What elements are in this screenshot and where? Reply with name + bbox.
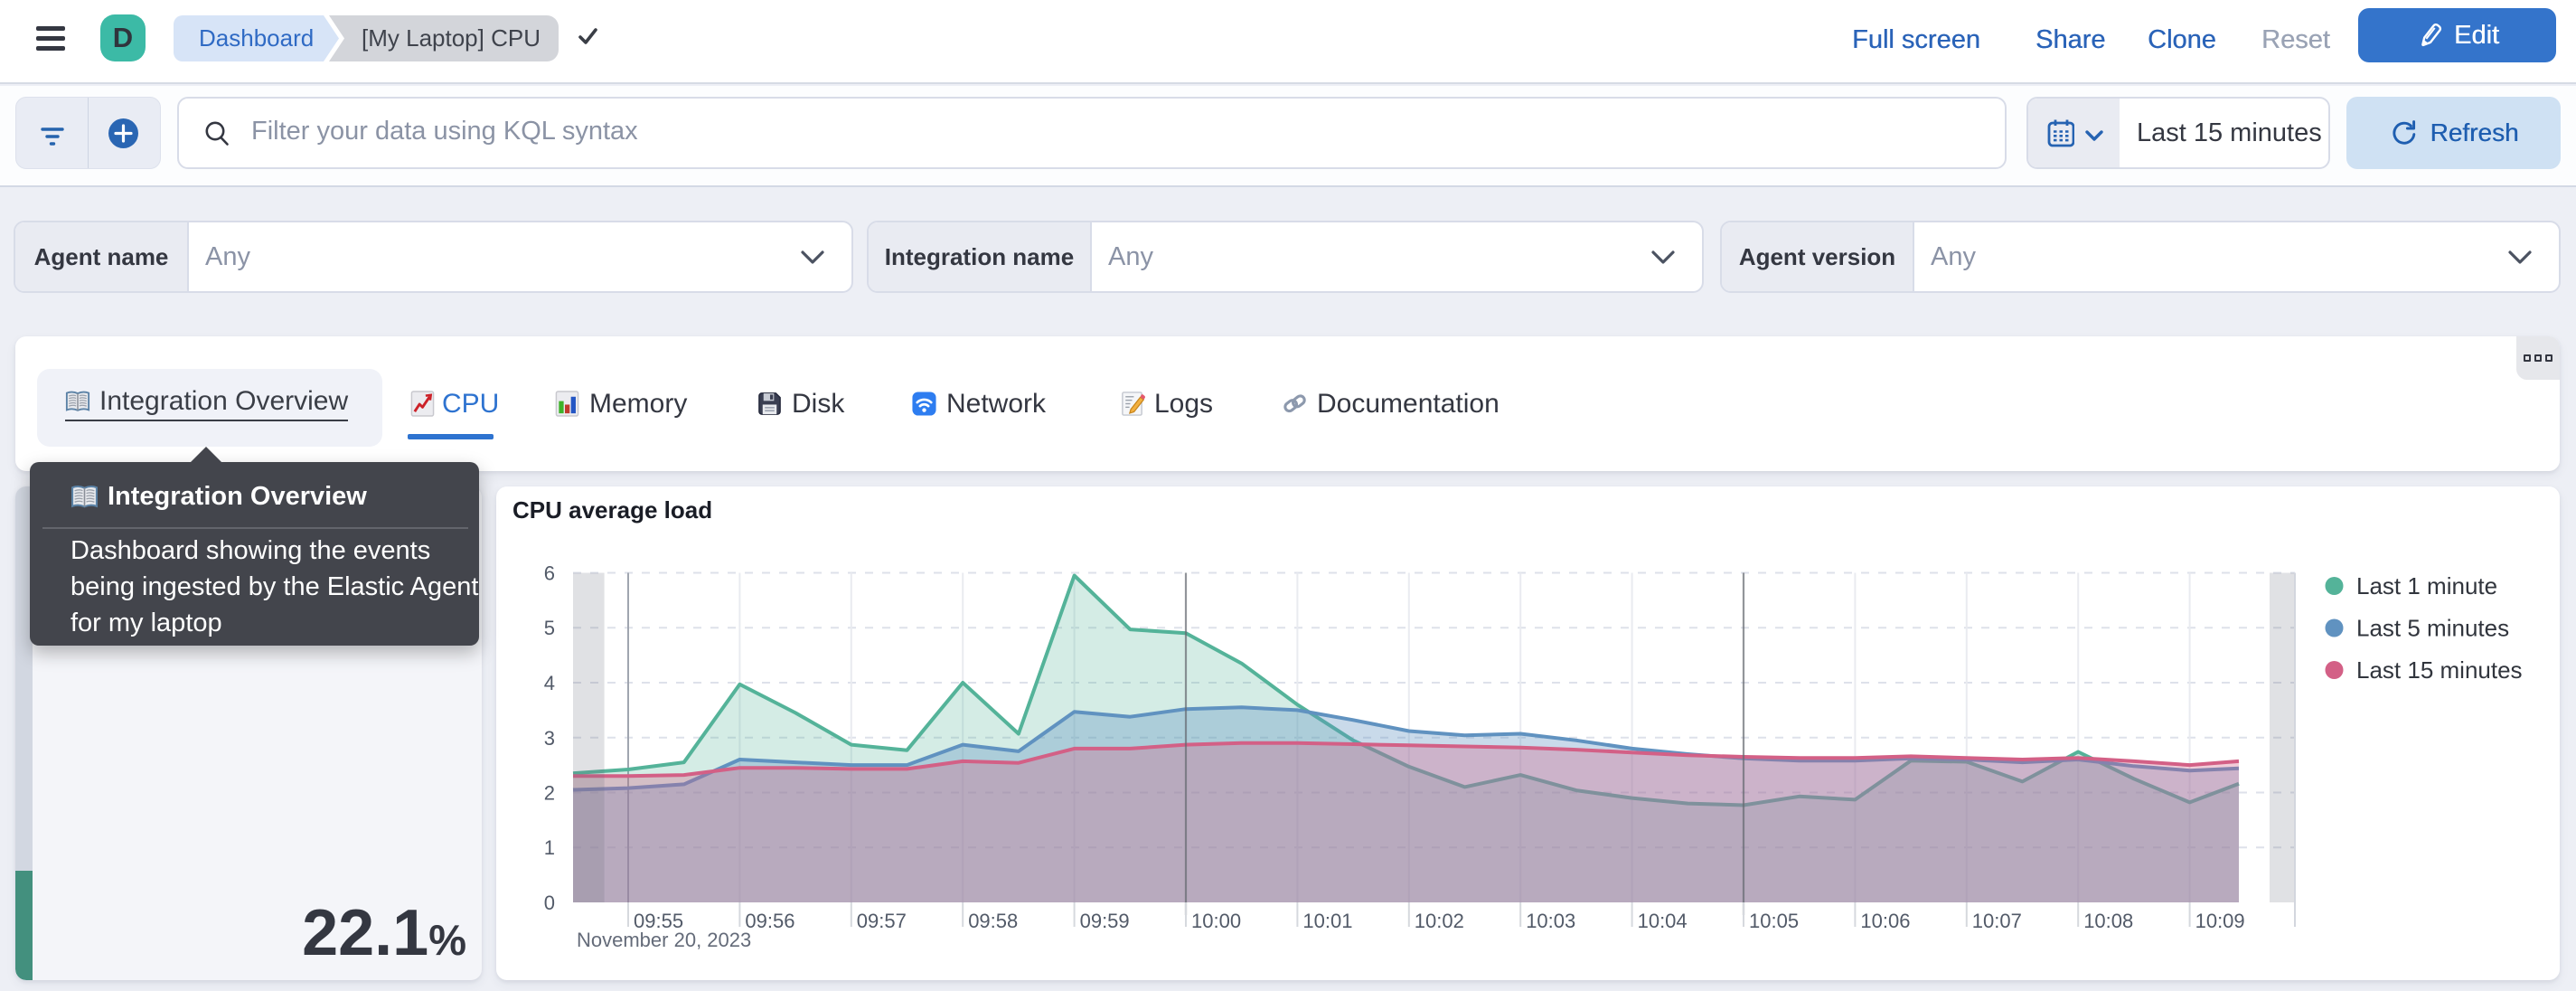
svg-text:09:56: 09:56 [745, 910, 794, 932]
svg-text:Last 1 minute: Last 1 minute [2356, 572, 2497, 599]
svg-text:10:08: 10:08 [2083, 910, 2133, 932]
svg-text:09:55: 09:55 [634, 910, 683, 932]
svg-text:10:07: 10:07 [1972, 910, 2022, 932]
svg-text:0: 0 [544, 892, 555, 914]
svg-text:1: 1 [544, 836, 555, 859]
svg-text:09:58: 09:58 [968, 910, 1018, 932]
svg-text:10:05: 10:05 [1749, 910, 1799, 932]
svg-text:4: 4 [544, 672, 555, 694]
svg-text:Last 15 minutes: Last 15 minutes [2356, 656, 2523, 684]
svg-text:2: 2 [544, 782, 555, 805]
svg-text:5: 5 [544, 617, 555, 639]
svg-text:Last 5 minutes: Last 5 minutes [2356, 615, 2509, 642]
svg-text:10:01: 10:01 [1302, 910, 1352, 932]
svg-text:10:04: 10:04 [1638, 910, 1688, 932]
svg-text:10:00: 10:00 [1191, 910, 1241, 932]
svg-text:10:09: 10:09 [2195, 910, 2245, 932]
svg-text:09:57: 09:57 [857, 910, 907, 932]
svg-text:November 20, 2023: November 20, 2023 [577, 929, 751, 951]
svg-text:10:02: 10:02 [1415, 910, 1464, 932]
svg-text:09:59: 09:59 [1080, 910, 1130, 932]
svg-text:6: 6 [544, 562, 555, 585]
svg-text:10:03: 10:03 [1526, 910, 1575, 932]
svg-text:10:06: 10:06 [1860, 910, 1910, 932]
svg-text:3: 3 [544, 727, 555, 750]
